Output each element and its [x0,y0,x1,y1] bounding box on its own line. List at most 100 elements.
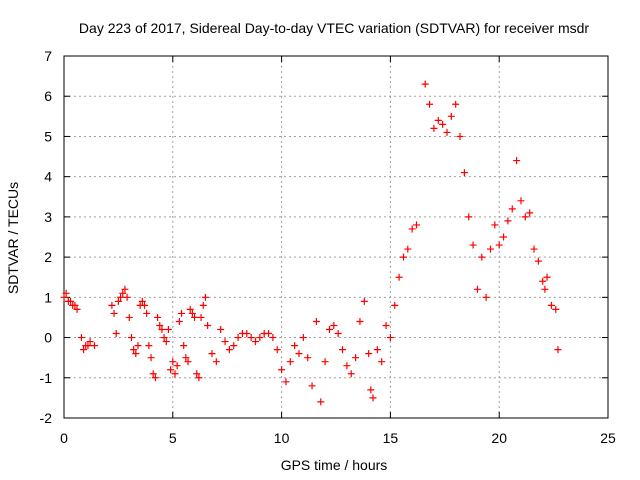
data-point [495,241,503,249]
data-point [182,354,190,362]
data-point [169,358,177,366]
data-point [352,354,360,362]
data-point [504,217,512,225]
data-point [312,317,320,325]
data-point [408,225,416,233]
data-point [71,301,79,309]
data-point [526,209,534,217]
data-point [430,124,438,132]
x-tick-label: 20 [491,430,507,446]
data-point [199,301,207,309]
data-point [426,100,434,108]
data-point [541,285,549,293]
data-point [151,374,159,382]
data-point [230,342,238,350]
data-point [175,317,183,325]
data-point [62,289,70,297]
data-point [178,309,186,317]
data-point [269,334,277,342]
data-point [186,305,194,313]
data-point [508,205,516,213]
data-point [273,346,281,354]
data-point [204,321,212,329]
data-point [134,342,142,350]
data-point [141,301,149,309]
data-point [247,334,255,342]
data-point [138,297,146,305]
data-point [125,313,133,321]
data-point [478,253,486,261]
data-point [291,342,299,350]
data-point [86,338,94,346]
data-point [184,358,192,366]
data-point [90,342,98,350]
data-point [304,354,312,362]
data-point [130,346,138,354]
data-point [117,293,125,301]
data-point [543,273,551,281]
plot-border [63,55,609,419]
x-tick-label: 10 [274,430,290,446]
data-point [447,112,455,120]
data-point [452,100,460,108]
data-point [145,342,153,350]
data-point [473,285,481,293]
data-point [127,334,135,342]
data-point [530,245,538,253]
data-point [469,241,477,249]
data-point [360,297,368,305]
x-tick-label: 0 [60,430,68,446]
data-point [77,334,85,342]
ticks: 0 5 10 15 20 25 -2 -1 0 1 2 3 4 5 6 7 [40,48,616,446]
data-point [378,358,386,366]
data-point [60,293,68,301]
x-axis-label: GPS time / hours [281,457,388,473]
data-point [299,334,307,342]
data-point [317,398,325,406]
y-tick-label: 5 [44,128,52,144]
data-point [201,293,209,301]
data-point [534,257,542,265]
y-tick-label: 7 [44,48,52,64]
data-point [308,382,316,390]
data-point [84,342,92,350]
y-tick-label: 6 [44,88,52,104]
y-tick-label: -1 [40,370,53,386]
y-tick-label: 1 [44,289,52,305]
data-point [513,157,521,165]
data-point [521,213,529,221]
data-point [80,346,88,354]
data-point [325,326,333,334]
data-points [60,80,562,406]
x-tick-label: 5 [169,430,177,446]
data-point [212,358,220,366]
data-point [173,362,181,370]
data-point [456,132,464,140]
data-point [132,350,140,358]
data-point [552,305,560,313]
data-point [330,321,338,329]
y-tick-label: 2 [44,249,52,265]
data-point [221,338,229,346]
data-point [225,346,233,354]
data-point [180,342,188,350]
data-point [147,354,155,362]
data-point [167,366,175,374]
y-axis-label: SDTVAR / TECUs [5,182,21,294]
data-point [143,309,151,317]
data-point [123,293,131,301]
data-point [282,378,290,386]
data-point [121,285,129,293]
data-point [460,169,468,177]
data-point [391,301,399,309]
data-point [108,301,116,309]
data-point [482,293,490,301]
data-point [395,273,403,281]
data-point [295,350,303,358]
data-point [554,346,562,354]
data-point [339,346,347,354]
data-point [386,334,394,342]
data-point [404,245,412,253]
